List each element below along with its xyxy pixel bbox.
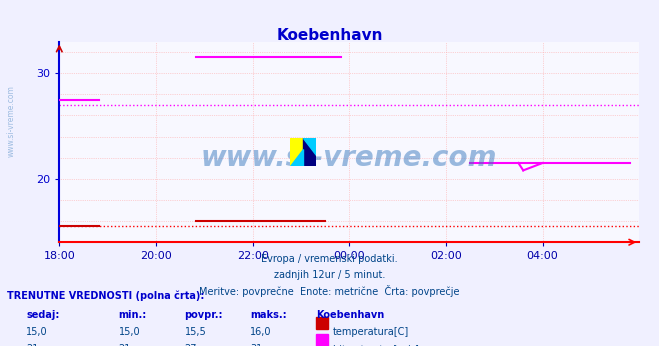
Text: sedaj:: sedaj: [26, 310, 60, 320]
Polygon shape [290, 149, 303, 166]
Text: povpr.:: povpr.: [185, 310, 223, 320]
Text: hitrost vetra[m/s]: hitrost vetra[m/s] [333, 344, 418, 346]
Text: Meritve: povprečne  Enote: metrične  Črta: povprečje: Meritve: povprečne Enote: metrične Črta:… [199, 285, 460, 298]
Bar [303, 138, 316, 166]
Bar [290, 138, 303, 166]
Text: 15,0: 15,0 [26, 327, 48, 337]
Text: TRENUTNE VREDNOSTI (polna črta):: TRENUTNE VREDNOSTI (polna črta): [7, 291, 204, 301]
Text: maks.:: maks.: [250, 310, 287, 320]
Text: Evropa / vremenski podatki.: Evropa / vremenski podatki. [261, 254, 398, 264]
Text: 31: 31 [250, 344, 263, 346]
Text: www.si-vreme.com: www.si-vreme.com [201, 144, 498, 172]
Text: 16,0: 16,0 [250, 327, 272, 337]
Text: 15,5: 15,5 [185, 327, 206, 337]
Text: zadnjih 12ur / 5 minut.: zadnjih 12ur / 5 minut. [273, 270, 386, 280]
Text: www.si-vreme.com: www.si-vreme.com [7, 85, 16, 157]
Text: 21: 21 [26, 344, 39, 346]
Text: temperatura[C]: temperatura[C] [333, 327, 409, 337]
Text: min.:: min.: [119, 310, 147, 320]
Text: 15,0: 15,0 [119, 327, 140, 337]
Text: 27: 27 [185, 344, 197, 346]
Text: Koebenhavn: Koebenhavn [276, 28, 383, 43]
Text: Koebenhavn: Koebenhavn [316, 310, 385, 320]
Polygon shape [303, 138, 316, 155]
Text: 21: 21 [119, 344, 131, 346]
